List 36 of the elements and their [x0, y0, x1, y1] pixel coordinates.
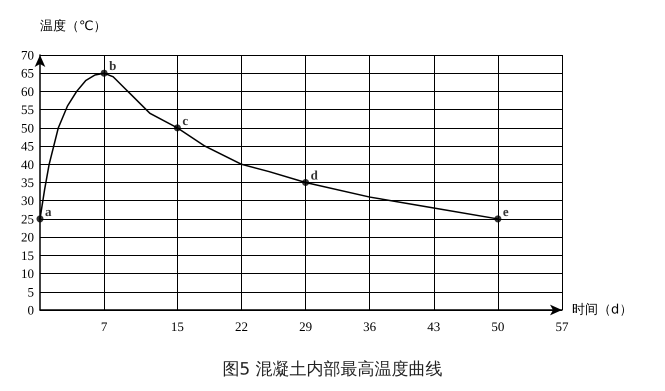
y-tick-label: 15 [21, 248, 34, 263]
annotation: a [45, 204, 52, 219]
point [302, 179, 310, 186]
point [174, 124, 181, 132]
y-axis-title: 温度（℃） [40, 18, 107, 34]
x-tick-label: 15 [170, 319, 184, 334]
y-tick-label: 5 [28, 284, 34, 300]
x-axis-title: 时间（d） [572, 302, 632, 318]
y-tick-label: 40 [21, 156, 34, 172]
y-tick-label: 0 [28, 302, 34, 318]
y-tick-label: 20 [21, 230, 34, 245]
y-tick-label: 65 [21, 66, 34, 81]
text: 图5 混凝土内部最高温度曲线 [222, 360, 443, 380]
annotation: c [182, 112, 188, 128]
point [100, 70, 108, 77]
y-tick-label: 25 [21, 211, 34, 226]
y-tick-label: 45 [21, 138, 34, 154]
x-tick-label: 50 [491, 319, 504, 334]
annotation: b [109, 58, 116, 74]
y-tick-label: 55 [21, 102, 34, 118]
annotation: d [310, 168, 319, 182]
point [36, 215, 44, 222]
y-tick-label: 70 [21, 48, 34, 62]
point [494, 215, 502, 222]
x-tick-label: 22 [234, 319, 248, 334]
x-tick-label: 29 [299, 319, 312, 334]
y-tick-label: 30 [21, 193, 34, 208]
x-tick-label: 36 [363, 319, 377, 334]
x-tick-label: 57 [556, 319, 569, 334]
y-tick-label: 50 [21, 120, 34, 136]
y-tick-label: 35 [21, 175, 34, 190]
y-tick-label: 60 [21, 84, 34, 99]
x-tick-label: 43 [427, 319, 440, 334]
y-tick-label: 10 [21, 266, 34, 282]
x-tick-label: 7 [100, 319, 108, 334]
annotation: e [502, 204, 509, 219]
